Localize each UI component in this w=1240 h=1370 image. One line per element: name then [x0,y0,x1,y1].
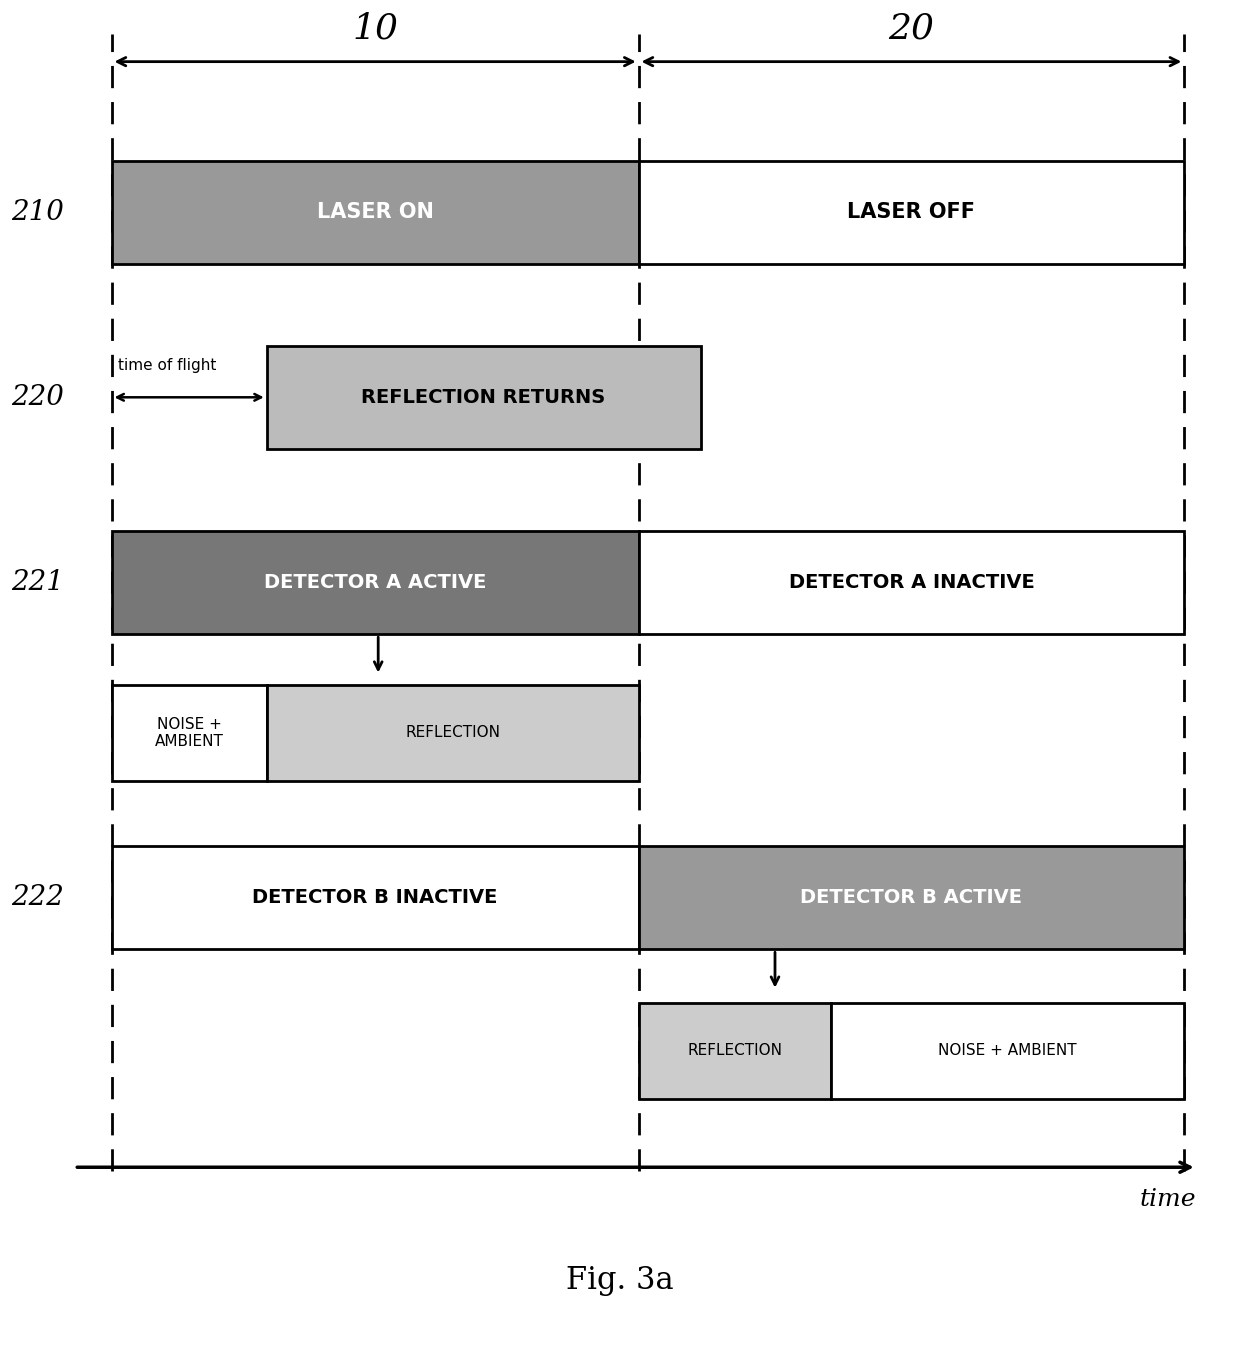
Text: 221: 221 [11,569,63,596]
Text: DETECTOR A INACTIVE: DETECTOR A INACTIVE [789,573,1034,592]
Bar [831,1003,1184,1099]
Text: 20: 20 [888,11,935,45]
Text: DETECTOR A ACTIVE: DETECTOR A ACTIVE [264,573,486,592]
Text: time: time [1140,1188,1197,1211]
Bar [639,1003,831,1099]
Text: LASER ON: LASER ON [316,203,434,222]
Text: 220: 220 [11,384,63,411]
Bar [112,847,639,949]
Text: REFLECTION: REFLECTION [687,1044,782,1058]
Text: DETECTOR B INACTIVE: DETECTOR B INACTIVE [253,888,497,907]
Bar [267,347,701,449]
Text: 10: 10 [352,11,398,45]
Text: LASER OFF: LASER OFF [847,203,976,222]
Text: 222: 222 [11,884,63,911]
Bar [639,532,1184,633]
Bar [112,160,639,263]
Text: NOISE +
AMBIENT: NOISE + AMBIENT [155,717,223,749]
Text: NOISE + AMBIENT: NOISE + AMBIENT [939,1044,1076,1058]
Text: Fig. 3a: Fig. 3a [567,1266,673,1296]
Text: 210: 210 [11,199,63,226]
Bar [639,160,1184,263]
Text: time of flight: time of flight [118,358,216,373]
Bar [639,847,1184,949]
Bar [112,685,267,781]
Text: REFLECTION: REFLECTION [405,726,500,740]
Text: DETECTOR B ACTIVE: DETECTOR B ACTIVE [800,888,1023,907]
Bar [112,532,639,633]
Text: REFLECTION RETURNS: REFLECTION RETURNS [362,388,605,407]
Bar [267,685,639,781]
